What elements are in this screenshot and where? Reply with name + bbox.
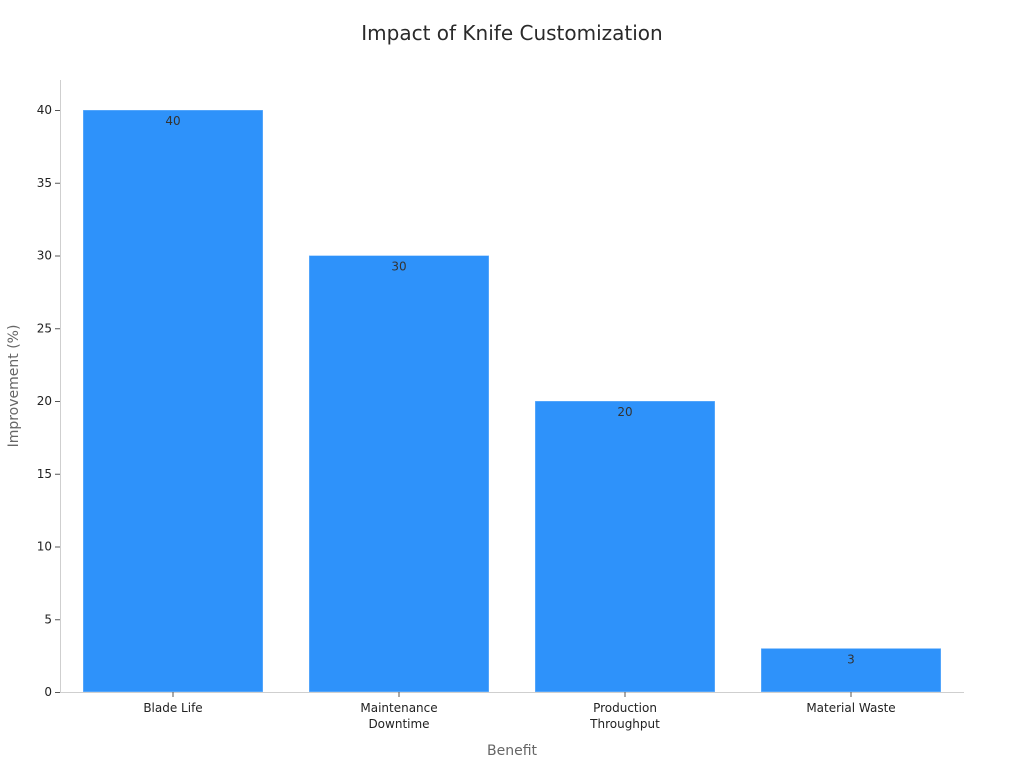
x-tick-label-blade-life: Blade Life <box>143 701 202 715</box>
y-tick-label-10: 10 <box>37 540 52 554</box>
y-tick-label-30: 30 <box>37 249 52 263</box>
y-tick-label-40: 40 <box>37 103 52 117</box>
y-tick-label-15: 15 <box>37 467 52 481</box>
data-label-blade-life: 40 <box>165 114 180 128</box>
data-label-maintenance-downtime: 30 <box>391 260 406 274</box>
x-tick-label-material-waste: Material Waste <box>806 701 895 715</box>
bar-production-throughput <box>534 400 716 693</box>
y-tick-label-5: 5 <box>44 612 52 626</box>
y-axis-ticks: 0 5 10 15 20 25 30 35 40 <box>37 103 60 699</box>
data-label-group: 40 30 20 3 <box>165 114 854 666</box>
y-tick-label-25: 25 <box>37 321 52 335</box>
chart-title: Impact of Knife Customization <box>361 21 662 45</box>
y-tick-label-20: 20 <box>37 394 52 408</box>
bar-group <box>82 109 942 693</box>
data-label-material-waste: 3 <box>847 652 855 666</box>
data-label-production-throughput: 20 <box>617 405 632 419</box>
bar-blade-life <box>82 109 264 693</box>
y-axis-title: Improvement (%) <box>6 325 22 448</box>
bar-maintenance-downtime <box>308 255 490 693</box>
bar-material-waste <box>760 647 942 693</box>
y-tick-label-0: 0 <box>44 685 52 699</box>
y-tick-label-35: 35 <box>37 176 52 190</box>
x-axis-title: Benefit <box>487 743 538 759</box>
x-tick-label-maintenance-downtime: Maintenance Downtime <box>360 701 437 731</box>
x-tick-label-production-throughput: Production Throughput <box>589 701 660 731</box>
x-axis-ticks: Blade Life Maintenance Downtime Production T… <box>143 692 896 731</box>
